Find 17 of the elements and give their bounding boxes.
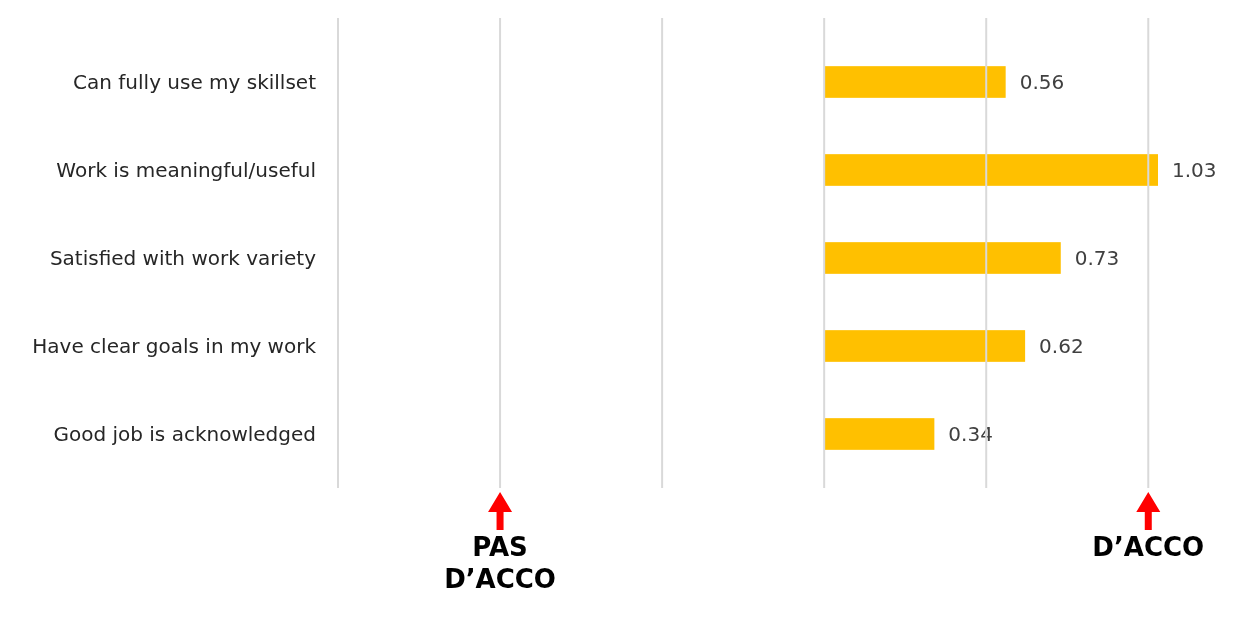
bar [824, 418, 935, 450]
bar [824, 330, 1026, 362]
y-tick-label: Good job is acknowledged [53, 422, 316, 446]
y-tick-label: Can fully use my skillset [73, 70, 317, 94]
ref-line-label: D’ACCO [1092, 532, 1205, 562]
y-tick-label: Have clear goals in my work [32, 334, 317, 358]
data-label: 0.73 [1074, 246, 1120, 270]
data-label: 1.03 [1172, 158, 1217, 182]
bar [824, 154, 1158, 186]
bar [824, 66, 1006, 98]
data-label: 0.56 [1019, 70, 1065, 94]
ref-line-label: PAS D’ACCO [444, 532, 556, 594]
data-label: 0.62 [1039, 334, 1084, 358]
y-tick-label: Satisfied with work variety [49, 246, 317, 270]
data-label: 0.34 [948, 422, 993, 446]
y-tick-label: Work is meaningful/useful [56, 158, 316, 182]
bar [824, 242, 1061, 274]
